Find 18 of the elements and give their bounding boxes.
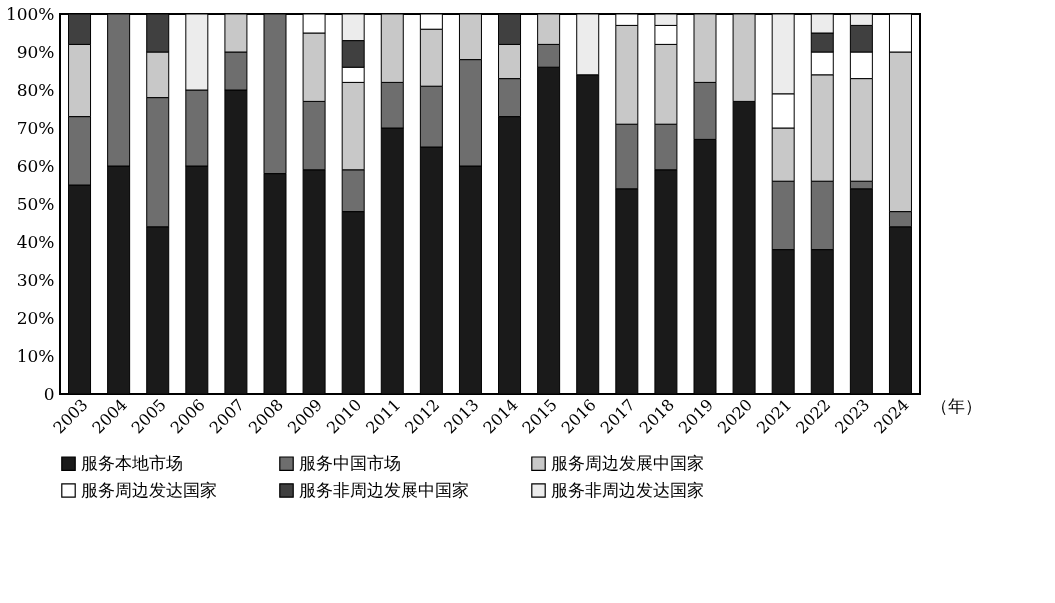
y-tick-label: 50% [16, 193, 55, 214]
y-tick-label: 90% [16, 41, 55, 62]
legend-label: 服务本地市场 [81, 452, 183, 473]
y-tick-label: 30% [16, 269, 55, 290]
legend-label: 服务周边发展中国家 [551, 452, 704, 473]
y-tick-label: 10% [16, 345, 55, 366]
y-tick-label: 70% [16, 117, 55, 138]
y-tick-label: 40% [16, 231, 55, 252]
y-tick-label: 20% [16, 307, 55, 328]
legend-label: 服务中国市场 [299, 452, 401, 473]
legend-label: 服务非周边发展中国家 [299, 479, 469, 500]
legend-label: 服务非周边发达国家 [551, 479, 704, 500]
y-tick-label: 100% [5, 3, 55, 24]
x-axis-title: （年） [930, 395, 982, 416]
legend-label: 服务周边发达国家 [81, 479, 217, 500]
y-tick-label: 80% [16, 79, 55, 100]
y-tick-label: 60% [16, 155, 55, 176]
y-tick-label: 0 [43, 383, 55, 404]
